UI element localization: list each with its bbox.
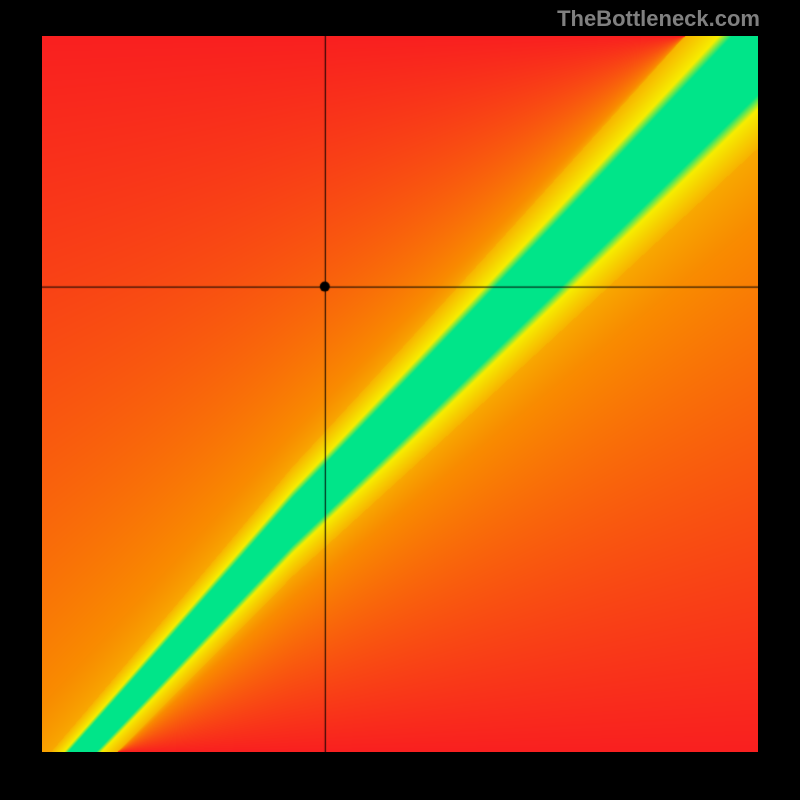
chart-container: TheBottleneck.com — [0, 0, 800, 800]
watermark-text: TheBottleneck.com — [557, 6, 760, 32]
plot-area — [42, 36, 758, 752]
heatmap-canvas — [42, 36, 758, 752]
